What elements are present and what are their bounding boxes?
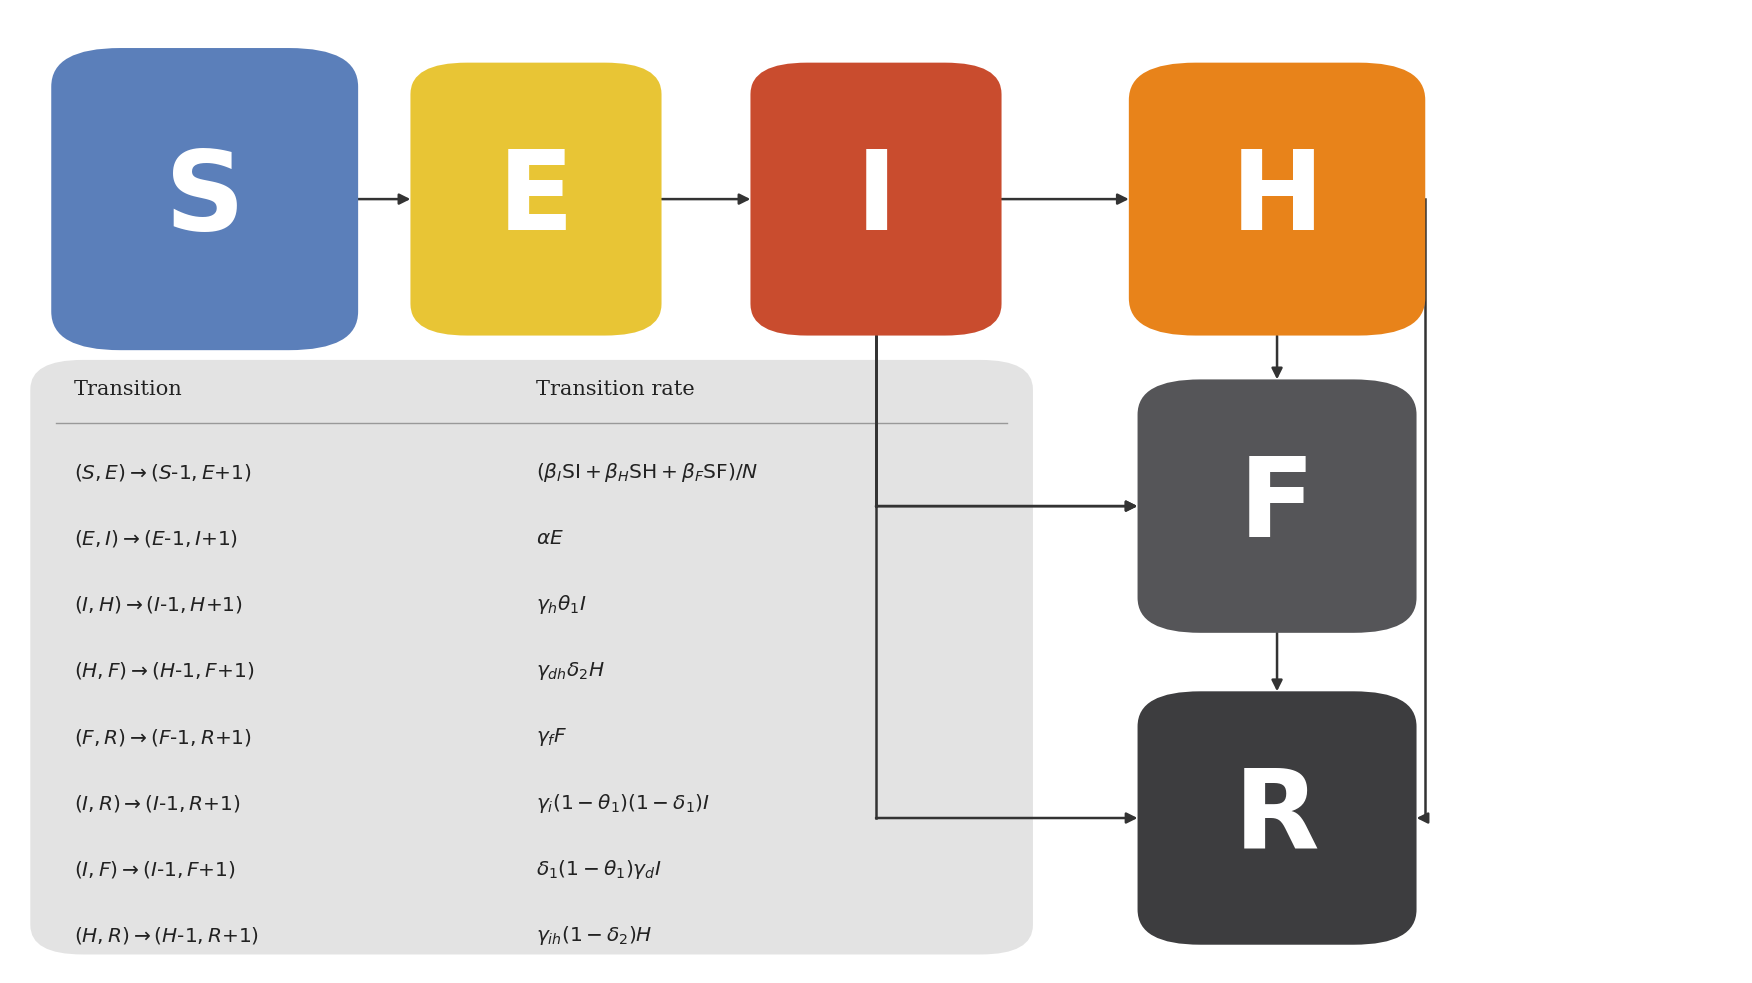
Text: I: I bbox=[855, 145, 897, 253]
Text: $\gamma_h\theta_1 I$: $\gamma_h\theta_1 I$ bbox=[536, 593, 587, 616]
Text: E: E bbox=[498, 145, 575, 253]
Text: H: H bbox=[1230, 145, 1323, 253]
Text: $(I,F) \to (I\text{-}1, F\text{+}1)$: $(I,F) \to (I\text{-}1, F\text{+}1)$ bbox=[74, 859, 237, 880]
Text: F: F bbox=[1239, 452, 1316, 559]
FancyBboxPatch shape bbox=[30, 360, 1034, 954]
Text: $(E,I) \to (E\text{-}1, I\text{+}1)$: $(E,I) \to (E\text{-}1, I\text{+}1)$ bbox=[74, 528, 238, 549]
FancyBboxPatch shape bbox=[750, 63, 1002, 335]
FancyBboxPatch shape bbox=[1128, 63, 1426, 335]
Text: $\delta_1(1-\theta_1)\gamma_d I$: $\delta_1(1-\theta_1)\gamma_d I$ bbox=[536, 858, 662, 881]
Text: $(I,H) \to (I\text{-}1, H\text{+}1)$: $(I,H) \to (I\text{-}1, H\text{+}1)$ bbox=[74, 594, 244, 615]
Text: $\alpha E$: $\alpha E$ bbox=[536, 529, 564, 548]
Text: $\gamma_{dh}\delta_2 H$: $\gamma_{dh}\delta_2 H$ bbox=[536, 660, 604, 682]
FancyBboxPatch shape bbox=[51, 48, 357, 350]
Text: R: R bbox=[1233, 765, 1319, 872]
Text: $(H,F) \to (H\text{-}1, F\text{+}1)$: $(H,F) \to (H\text{-}1, F\text{+}1)$ bbox=[74, 661, 254, 681]
Text: S: S bbox=[165, 145, 245, 253]
Text: Transition: Transition bbox=[74, 379, 182, 399]
Text: Transition rate: Transition rate bbox=[536, 379, 696, 399]
Text: $(F,R) \to (F\text{-}1, R\text{+}1)$: $(F,R) \to (F\text{-}1, R\text{+}1)$ bbox=[74, 726, 252, 748]
Text: $\gamma_i(1-\theta_1)(1-\delta_1)I$: $\gamma_i(1-\theta_1)(1-\delta_1)I$ bbox=[536, 792, 710, 815]
FancyBboxPatch shape bbox=[1137, 691, 1417, 945]
Text: $\gamma_{ih}(1-\delta_2)H$: $\gamma_{ih}(1-\delta_2)H$ bbox=[536, 924, 652, 948]
Text: $(S,E) \to (S\text{-}1, E\text{+}1)$: $(S,E) \to (S\text{-}1, E\text{+}1)$ bbox=[74, 461, 252, 483]
Text: $(\beta_I\mathrm{SI} + \beta_H\mathrm{SH}+\beta_F\mathrm{SF})/N$: $(\beta_I\mathrm{SI} + \beta_H\mathrm{SH… bbox=[536, 460, 759, 484]
FancyBboxPatch shape bbox=[1137, 379, 1417, 633]
Text: $(H,R) \to (H\text{-}1, R\text{+}1)$: $(H,R) \to (H\text{-}1, R\text{+}1)$ bbox=[74, 925, 259, 947]
Text: $(I,R) \to (I\text{-}1, R\text{+}1)$: $(I,R) \to (I\text{-}1, R\text{+}1)$ bbox=[74, 793, 240, 814]
FancyBboxPatch shape bbox=[410, 63, 662, 335]
Text: $\gamma_f F$: $\gamma_f F$ bbox=[536, 726, 568, 748]
